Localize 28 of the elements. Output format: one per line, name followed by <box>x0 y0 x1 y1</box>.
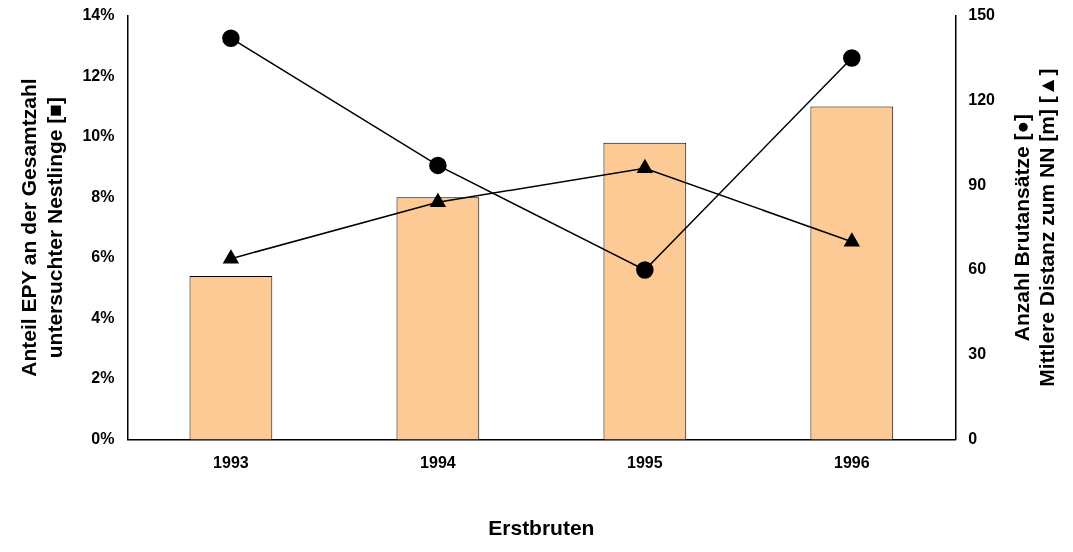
point <box>843 49 861 67</box>
y-tick-label: 2% <box>91 369 115 387</box>
y2-tick-label: 150 <box>968 6 996 24</box>
y2-tick-label: 30 <box>968 345 987 363</box>
point <box>222 29 240 47</box>
x-tick-label: 1994 <box>420 453 456 471</box>
y-tick-label: 4% <box>91 308 115 326</box>
point <box>223 249 239 264</box>
y-tick-label: 10% <box>82 127 115 145</box>
x-axis-title: Erstbruten <box>488 516 595 540</box>
y2-axis-title: Anzahl Brutansätze [●] Mittlere Distanz zum NN [m] [▲] <box>1009 68 1058 387</box>
y2-tick-label: 90 <box>968 175 987 193</box>
y-tick-label: 14% <box>82 6 115 24</box>
point <box>430 193 446 207</box>
y-tick-label: 8% <box>91 187 115 205</box>
x-tick-label: 1995 <box>627 453 663 471</box>
y-axis-title: Anteil EPY an der Gesamtzahl untersuchter Nestlinge [■] <box>17 78 66 377</box>
point <box>637 159 653 173</box>
y-tick-label: 0% <box>91 430 115 448</box>
x-tick-label: 1993 <box>213 453 249 471</box>
x-tick-label: 1996 <box>834 453 870 471</box>
y2-tick-label: 60 <box>968 260 987 278</box>
y-tick-label: 12% <box>82 66 115 84</box>
point <box>429 156 447 175</box>
point <box>844 232 860 247</box>
y2-tick-label: 120 <box>968 90 996 108</box>
y2-tick-label: 0 <box>968 430 978 448</box>
y-tick-label: 6% <box>91 248 115 266</box>
